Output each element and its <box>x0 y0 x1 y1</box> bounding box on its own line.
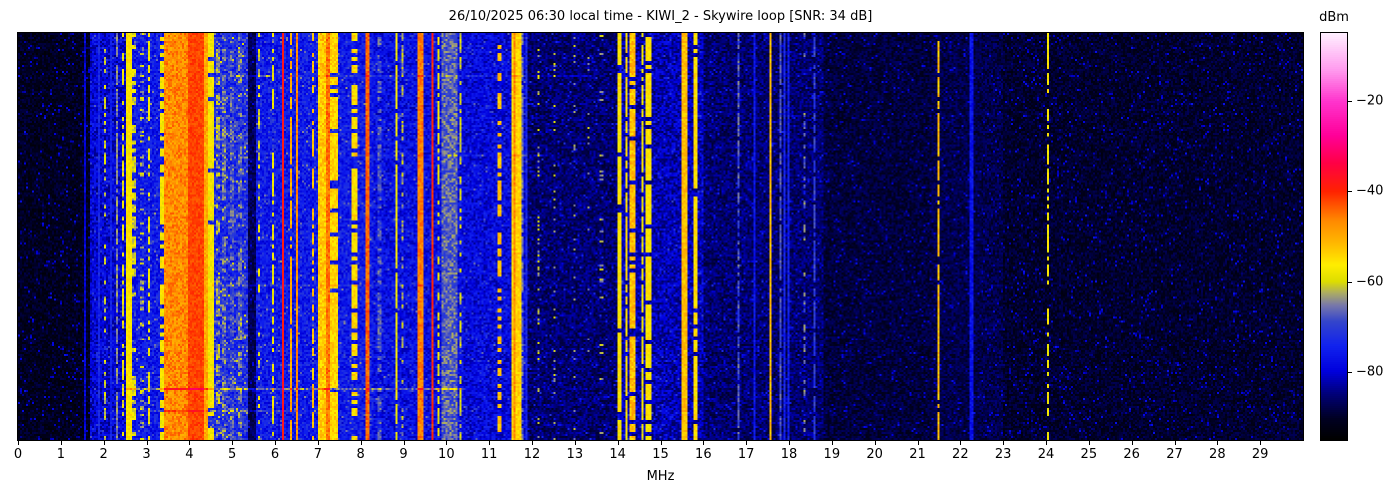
x-tick-label: 26 <box>1123 447 1140 462</box>
x-tick-mark <box>1088 441 1090 445</box>
x-tick-mark <box>1046 441 1047 445</box>
colorbar-tick-mark <box>1348 372 1352 374</box>
x-tick-mark <box>60 441 62 445</box>
x-tick-label: 25 <box>1080 447 1098 462</box>
x-tick-label: 8 <box>356 447 365 462</box>
spectrogram-canvas <box>18 33 1303 440</box>
x-tick-label: 3 <box>142 447 151 462</box>
x-tick-label: 18 <box>780 447 798 462</box>
chart-title: 26/10/2025 06:30 local time - KIWI_2 - S… <box>448 9 873 24</box>
x-tick-label: 24 <box>1037 447 1055 462</box>
x-tick-mark <box>317 441 319 445</box>
x-tick-label: 12 <box>523 447 541 462</box>
x-tick-mark <box>831 441 833 445</box>
colorbar-tick-label: −80 <box>1356 364 1384 380</box>
x-tick-mark <box>18 441 19 445</box>
x-tick-mark <box>874 441 876 445</box>
x-tick-label: 19 <box>823 447 841 462</box>
colorbar-tick-mark <box>1348 100 1352 102</box>
x-tick-mark <box>574 441 576 445</box>
x-tick-mark <box>403 441 405 445</box>
x-tick-mark <box>617 441 619 445</box>
x-tick-label: 15 <box>652 447 669 462</box>
x-tick-mark <box>532 441 533 445</box>
x-tick-label: 10 <box>438 447 455 462</box>
x-tick-mark <box>960 441 962 445</box>
x-tick-label: 29 <box>1251 447 1269 462</box>
x-tick-mark <box>189 441 191 445</box>
x-tick-label: 4 <box>185 447 194 462</box>
x-tick-label: 11 <box>480 447 498 462</box>
x-tick-mark <box>1217 441 1219 445</box>
x-tick-mark <box>1131 441 1133 445</box>
x-tick-label: 22 <box>952 447 969 462</box>
x-tick-label: 1 <box>56 447 65 462</box>
x-tick-label: 7 <box>313 447 322 462</box>
x-tick-mark <box>660 441 662 445</box>
x-tick-label: 9 <box>399 447 408 462</box>
colorbar-tick-label: −40 <box>1356 183 1384 199</box>
x-tick-label: 14 <box>609 447 626 462</box>
colorbar-tick-mark <box>1348 281 1352 283</box>
x-tick-label: 27 <box>1166 447 1183 462</box>
x-tick-label: 2 <box>99 447 108 462</box>
x-tick-mark <box>789 441 790 445</box>
x-tick-label: 0 <box>13 447 23 462</box>
colorbar-label: dBm <box>1319 10 1349 25</box>
x-tick-label: 16 <box>695 447 712 462</box>
x-tick-mark <box>446 441 448 445</box>
plot-frame <box>17 32 1304 441</box>
x-tick-mark <box>360 441 362 445</box>
x-tick-mark <box>1174 441 1176 445</box>
x-axis-label: MHz <box>646 469 675 484</box>
x-tick-mark <box>917 441 919 445</box>
colorbar-frame <box>1320 32 1348 441</box>
x-tick-label: 21 <box>909 447 926 462</box>
colorbar-tick-label: −60 <box>1356 274 1384 290</box>
x-tick-mark <box>146 441 148 445</box>
x-tick-mark <box>103 441 105 445</box>
colorbar-tick-mark <box>1348 191 1352 193</box>
x-tick-mark <box>232 441 234 445</box>
x-tick-label: 23 <box>994 447 1012 462</box>
x-tick-label: 20 <box>866 447 883 462</box>
x-tick-mark <box>489 441 491 445</box>
x-tick-mark <box>1260 441 1262 445</box>
x-tick-label: 28 <box>1209 447 1226 462</box>
x-tick-label: 5 <box>228 447 237 462</box>
x-tick-label: 6 <box>270 447 280 462</box>
x-tick-mark <box>703 441 705 445</box>
x-tick-mark <box>1003 441 1005 445</box>
colorbar-canvas <box>1321 33 1347 440</box>
colorbar-tick-label: −20 <box>1356 93 1384 109</box>
x-tick-mark <box>746 441 748 445</box>
x-tick-mark <box>275 441 276 445</box>
x-tick-label: 13 <box>566 447 584 462</box>
x-tick-label: 17 <box>737 447 755 462</box>
